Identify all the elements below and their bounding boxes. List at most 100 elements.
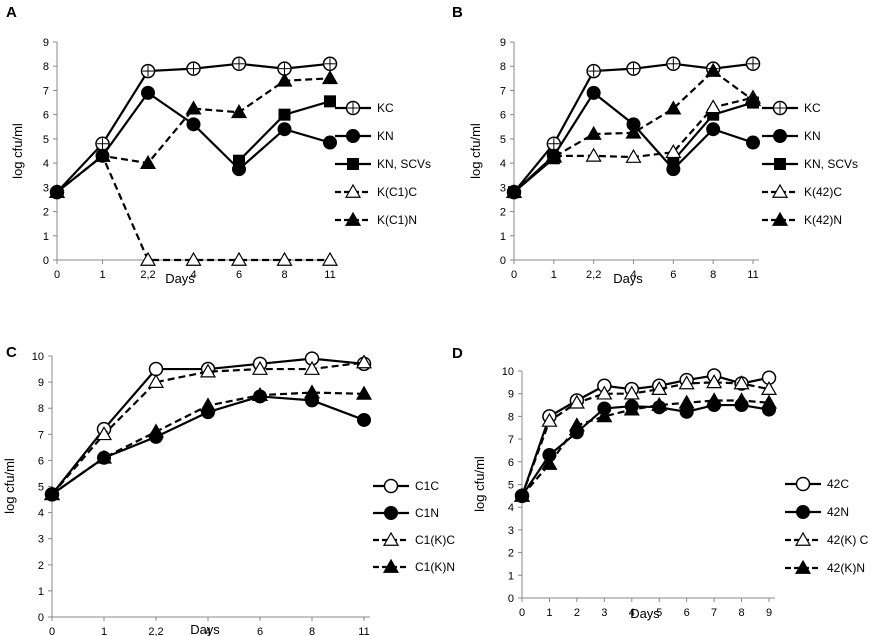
panel-b-legend-item: K(42)C xyxy=(762,183,842,199)
panel-d-xlabel: Days xyxy=(630,606,660,621)
panel-c-xlabel: Days xyxy=(190,622,220,636)
panel-a-legend-label: KN, SCVs xyxy=(377,157,431,171)
panel-b-xtick-label: 2,2 xyxy=(586,269,601,281)
panel-b-xtick-label: 1 xyxy=(551,269,557,281)
panel-a-xtick-label: 1 xyxy=(99,269,105,281)
panel-c-series-c1-k-c-point xyxy=(147,373,165,388)
panel-a-ytick-label: 2 xyxy=(43,207,49,219)
panel-b-series-k-42-c xyxy=(505,89,762,199)
panel-b-xtick-label: 0 xyxy=(511,269,517,281)
panel-c-series-c1-k-c-point xyxy=(251,360,269,375)
panel-b-series-k-42-n xyxy=(505,62,762,199)
panel-d-legend-label: 42(K) C xyxy=(827,533,869,547)
panel-d-series-42-k-c-point xyxy=(706,374,723,389)
panel-d-xtick-label: 9 xyxy=(766,607,772,619)
panel-d-series-42-k-c-point xyxy=(678,375,695,390)
panel-d-legend-label: 42C xyxy=(827,477,849,491)
panel-b-ylabel: log cfu/ml xyxy=(468,123,483,179)
panel-c-legend-item: C1(K)C xyxy=(373,531,455,547)
panel-b-legend-label: K(42)C xyxy=(804,185,842,199)
panel-b-legend-label: KN, SCVs xyxy=(804,157,858,171)
panel-c-xtick-label: 4 xyxy=(205,626,211,636)
panel-b-legend-item: KC xyxy=(762,100,821,116)
panel-a-series-k-c1-c xyxy=(48,147,339,266)
panel-b-ytick-label: 9 xyxy=(500,37,506,49)
panel-d-series-42-k-n-point xyxy=(760,394,778,409)
panel-b-series-kn-point xyxy=(706,122,721,137)
panel-b-series-k-42-n-point xyxy=(744,91,762,106)
panel-a-ytick-label: 0 xyxy=(43,255,49,267)
panel-d-series-42-k-c-point xyxy=(733,375,750,390)
panel-c-ytick-label: 4 xyxy=(38,508,44,520)
panel-b-legend-label: KN xyxy=(804,129,821,143)
panel-c-series-c1-k-n-point xyxy=(303,384,321,399)
panel-a-series-k-c1-c-point xyxy=(276,251,293,266)
panel-d-series-42-k-n-point xyxy=(541,455,558,470)
panel-a-legend-item: KN, SCVs xyxy=(335,157,431,171)
panel-d-ylabel: log cfu/ml xyxy=(472,456,487,512)
panel-d-series-42-k-n-point xyxy=(678,394,695,409)
panel-c-ytick-label: 3 xyxy=(38,534,44,546)
panel-d-ytick-label: 10 xyxy=(502,366,514,378)
panel-c-ytick-label: 5 xyxy=(38,482,44,494)
panel-b-series-k-42-c-point xyxy=(625,148,642,163)
panel-c-ytick-label: 10 xyxy=(32,351,44,363)
panel-d-series-42-k-c xyxy=(513,374,778,502)
panel-a-legend-label: KC xyxy=(377,101,394,115)
panel-c-ytick-label: 2 xyxy=(38,560,44,572)
panel-a-xlabel: Days xyxy=(165,271,195,286)
panel-d-ytick-label: 8 xyxy=(508,411,514,423)
panel-a-xtick-label: 0 xyxy=(54,269,60,281)
panel-d-series-42-k-c-point xyxy=(623,385,640,400)
panel-c-ytick-label: 0 xyxy=(38,612,44,624)
panel-d-legend-marker xyxy=(794,559,812,574)
panel-d-xtick-label: 6 xyxy=(684,607,690,619)
panel-d-series-42-k-n-line xyxy=(521,399,770,497)
panel-b-series-kn-scvs xyxy=(508,96,759,199)
panel-b-label: B xyxy=(452,4,463,21)
panel-c-xtick-label: 11 xyxy=(358,626,369,636)
panel-c-legend-item: C1(K)N xyxy=(373,558,455,574)
panel-a-label: A xyxy=(6,4,17,21)
panel-a-ytick-label: 6 xyxy=(43,110,49,122)
panel-c-series-c1n-point xyxy=(357,412,371,427)
panel-d-series-42-k-c-point xyxy=(760,380,778,396)
panel-d-xtick-label: 3 xyxy=(601,607,607,619)
panel-a-series-k-c1-n-point xyxy=(321,70,339,85)
panel-b-series-k-42-n-point xyxy=(625,124,642,139)
panel-a-legend-item: K(C1)C xyxy=(335,183,417,199)
panel-a-legend-item: K(C1)N xyxy=(335,211,417,227)
panel-a-series-k-c1-c-point xyxy=(230,251,248,266)
panel-c-xtick-label: 8 xyxy=(309,626,315,636)
panel-d-legend-item: 42C xyxy=(785,476,849,492)
panel-c-series-c1-k-n-point xyxy=(199,397,217,412)
panel-d-xtick-label: 1 xyxy=(546,607,552,619)
panel-a: A 0 1 2 3 4 5 6 7 8 9 0 1 2,2 4 6 8 11 log cfu/ml Days KC KN K… xyxy=(6,4,431,286)
panel-b-legend-item: KN, SCVs xyxy=(762,157,858,171)
panel-c-legend-label: C1N xyxy=(415,506,439,520)
panel-a-series-kn-scvs-point xyxy=(278,108,291,121)
panel-d-series-42-k-n-point xyxy=(733,392,750,407)
panel-b-ytick-label: 6 xyxy=(500,110,506,122)
panel-a-series-k-c1-n-point xyxy=(185,100,202,115)
panel-a-series-kn-point xyxy=(323,135,337,150)
panel-d-series-42-k-n-point xyxy=(651,396,668,411)
panel-c-series-c1-k-n xyxy=(43,384,373,501)
panel-c-xtick-label: 2,2 xyxy=(148,626,163,636)
panel-b-ytick-label: 7 xyxy=(500,85,506,97)
panel-a-series-kn-point xyxy=(186,117,201,132)
panel-b-series-k-42-n-point xyxy=(665,100,682,115)
panel-a-ytick-label: 1 xyxy=(43,231,49,243)
panel-c-legend-label: C1(K)C xyxy=(415,533,455,547)
panel-b-legend-label: K(42)N xyxy=(804,213,842,227)
panel-d-series-42-k-c-point xyxy=(596,385,613,400)
panel-a-series-kn-scvs xyxy=(233,95,336,167)
panel-a-xtick-label: 4 xyxy=(190,269,196,281)
panel-d-legend-item: 42N xyxy=(785,505,849,519)
panel-d-legend-marker xyxy=(795,476,811,492)
panel-d-legend-item: 42(K)N xyxy=(785,559,865,575)
panel-a-ytick-label: 9 xyxy=(43,37,49,49)
panel-b-xtick-label: 11 xyxy=(747,269,758,281)
panel-d-series-42-k-c-point xyxy=(651,380,668,396)
panel-c-legend-marker xyxy=(382,531,400,546)
